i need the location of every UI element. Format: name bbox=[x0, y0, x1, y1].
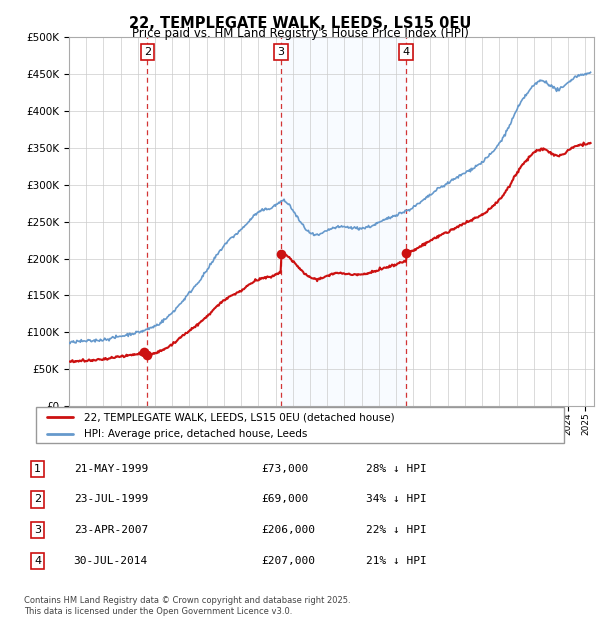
Text: 4: 4 bbox=[403, 47, 410, 57]
Bar bbox=[281, 37, 406, 406]
Text: 4: 4 bbox=[34, 556, 41, 566]
Text: HPI: Average price, detached house, Leeds: HPI: Average price, detached house, Leed… bbox=[83, 429, 307, 440]
Text: £73,000: £73,000 bbox=[262, 464, 308, 474]
Text: Price paid vs. HM Land Registry's House Price Index (HPI): Price paid vs. HM Land Registry's House … bbox=[131, 27, 469, 40]
Text: 22, TEMPLEGATE WALK, LEEDS, LS15 0EU: 22, TEMPLEGATE WALK, LEEDS, LS15 0EU bbox=[129, 16, 471, 30]
Text: 23-APR-2007: 23-APR-2007 bbox=[74, 525, 148, 535]
Text: 2: 2 bbox=[34, 494, 41, 505]
Text: £207,000: £207,000 bbox=[262, 556, 316, 566]
Text: 23-JUL-1999: 23-JUL-1999 bbox=[74, 494, 148, 505]
Text: 21-MAY-1999: 21-MAY-1999 bbox=[74, 464, 148, 474]
Text: £206,000: £206,000 bbox=[262, 525, 316, 535]
Text: Contains HM Land Registry data © Crown copyright and database right 2025.
This d: Contains HM Land Registry data © Crown c… bbox=[24, 596, 350, 616]
Text: 30-JUL-2014: 30-JUL-2014 bbox=[74, 556, 148, 566]
Text: 3: 3 bbox=[34, 525, 41, 535]
Text: 3: 3 bbox=[277, 47, 284, 57]
Text: 28% ↓ HPI: 28% ↓ HPI bbox=[366, 464, 427, 474]
Text: 34% ↓ HPI: 34% ↓ HPI bbox=[366, 494, 427, 505]
Text: 21% ↓ HPI: 21% ↓ HPI bbox=[366, 556, 427, 566]
Text: 22, TEMPLEGATE WALK, LEEDS, LS15 0EU (detached house): 22, TEMPLEGATE WALK, LEEDS, LS15 0EU (de… bbox=[83, 412, 394, 422]
Text: £69,000: £69,000 bbox=[262, 494, 308, 505]
Text: 22% ↓ HPI: 22% ↓ HPI bbox=[366, 525, 427, 535]
Text: 1: 1 bbox=[34, 464, 41, 474]
Text: 2: 2 bbox=[144, 47, 151, 57]
FancyBboxPatch shape bbox=[36, 407, 564, 443]
